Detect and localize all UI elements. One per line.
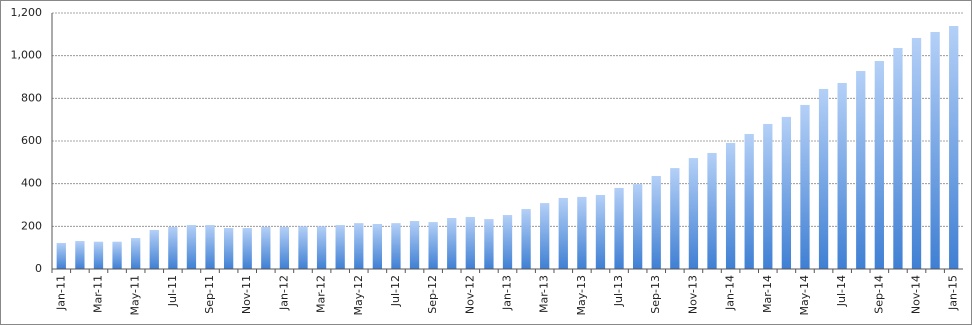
x-tick-label: Mar-12 [315,275,328,313]
x-tick-label: Nov-12 [463,275,476,314]
bar [781,116,792,269]
bar [595,194,606,269]
x-tick-label: Jan-15 [947,275,960,311]
x-tick-label: Nov-13 [686,275,699,314]
x-tick-label: May-12 [352,275,365,316]
bar [465,216,475,269]
x-tick-label: Mar-11 [91,275,104,313]
bar [447,218,457,269]
bar [205,225,215,269]
bar [744,133,754,269]
bar [540,203,550,269]
bar [837,82,847,270]
bar [168,226,178,269]
y-tick-label: 1,000 [11,49,43,62]
bar [707,152,717,269]
bar [428,222,438,269]
bar [75,241,85,269]
bar [577,196,587,269]
x-tick-label: Nov-11 [240,275,253,314]
bar [818,88,829,270]
bar [930,31,940,270]
bar [670,168,680,269]
x-tick-label: Sep-12 [426,275,439,314]
bar [149,229,159,269]
y-tick-label: 800 [21,91,42,104]
bar [521,209,531,269]
bar [56,242,66,269]
bar [763,123,773,269]
x-tick-label: Nov-14 [910,275,923,314]
x-tick-label: Jan-13 [501,275,514,311]
y-tick-label: 0 [35,262,42,275]
y-tick-label: 600 [21,134,42,147]
x-tick-label: Jan-14 [724,275,737,311]
bar [372,223,383,269]
bar [800,104,810,270]
y-tick-label: 200 [21,219,42,232]
bar [298,226,308,269]
bar [949,26,959,269]
bar [131,238,141,269]
x-tick-label: Sep-14 [872,275,885,314]
bar [261,226,271,269]
x-tick-label: May-13 [575,275,588,316]
bar [484,219,494,269]
bar [112,241,122,269]
x-tick-label: Jan-11 [54,275,67,311]
bar [335,225,345,269]
bar [354,223,364,269]
bar [223,228,234,269]
x-tick-label: Jul-11 [166,275,179,307]
bar [186,225,197,269]
bar [391,223,401,269]
bar [502,215,513,269]
bar [725,142,736,269]
bar [632,184,643,269]
bar [409,221,420,269]
bar [316,226,327,269]
bar [911,37,922,270]
y-tick-label: 400 [21,177,42,190]
bar [688,158,699,269]
x-tick-label: Jul-14 [835,275,848,307]
x-tick-label: Mar-14 [761,275,774,313]
x-tick-label: Sep-11 [203,275,216,314]
bar [856,71,866,269]
bar [874,61,884,269]
x-tick-label: Jul-12 [389,275,402,307]
x-tick-label: Mar-13 [538,275,551,313]
x-tick-label: Jul-13 [612,275,625,307]
x-tick-label: May-11 [129,275,142,316]
x-tick-label: Jan-12 [277,275,290,311]
bar [558,197,568,269]
bar [279,226,290,269]
bar [614,187,624,269]
y-tick-label: 1,200 [11,6,43,19]
x-tick-label: Sep-13 [649,275,662,314]
bar [242,228,252,269]
bar [651,175,661,269]
bar [893,47,903,270]
bar [93,241,104,269]
x-tick-label: May-14 [798,275,811,316]
